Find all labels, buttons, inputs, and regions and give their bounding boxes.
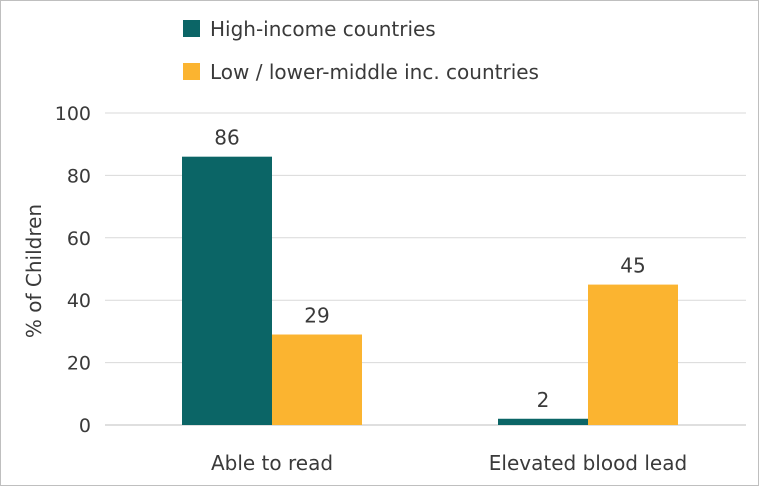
- legend-swatch: [183, 63, 200, 80]
- x-category-label: Able to read: [211, 451, 333, 475]
- bar: [588, 284, 678, 425]
- y-tick-label: 20: [67, 353, 91, 375]
- y-axis-label: % of Children: [22, 204, 46, 338]
- y-tick-label: 60: [67, 228, 91, 250]
- y-tick-label: 80: [67, 165, 91, 187]
- data-labels: 86 29 2 45: [214, 126, 645, 412]
- bars: [182, 156, 678, 425]
- y-tick-label: 40: [67, 290, 91, 312]
- y-axis-ticks: 0 20 40 60 80 100: [55, 103, 91, 437]
- x-category-label: Elevated blood lead: [489, 451, 687, 475]
- bar: [498, 418, 588, 425]
- y-tick-label: 0: [79, 415, 91, 437]
- data-label: 45: [620, 254, 645, 278]
- bar: [182, 156, 272, 425]
- x-axis-categories: Able to read Elevated blood lead: [211, 451, 687, 475]
- data-label: 2: [537, 388, 550, 412]
- legend-label: High-income countries: [210, 17, 436, 41]
- legend-label: Low / lower-middle inc. countries: [210, 60, 539, 84]
- y-tick-label: 100: [55, 103, 91, 125]
- legend-swatch: [183, 20, 200, 37]
- bar: [272, 334, 362, 425]
- data-label: 29: [304, 304, 329, 328]
- legend: High-income countries Low / lower-middle …: [183, 17, 539, 84]
- data-label: 86: [214, 126, 239, 150]
